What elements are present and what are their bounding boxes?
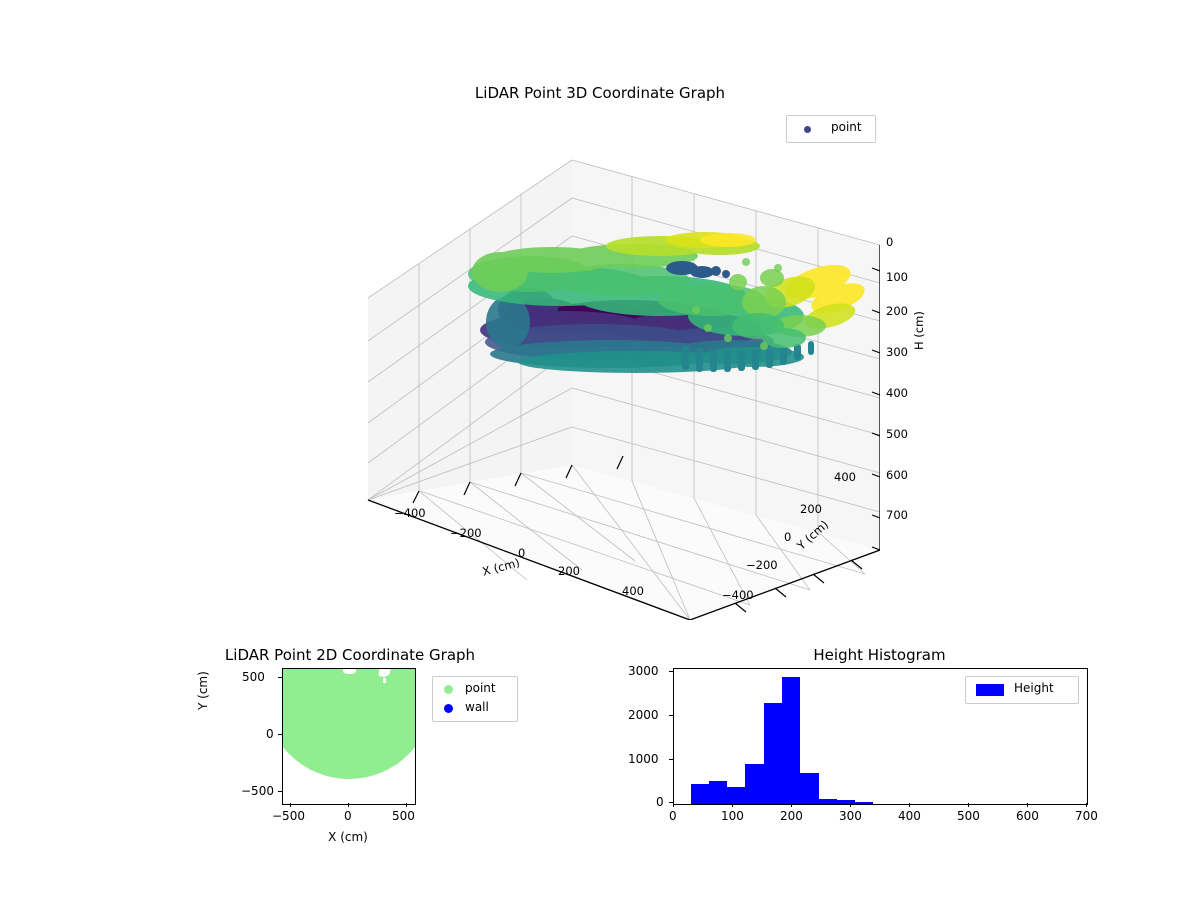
legend-label-point: point bbox=[831, 120, 862, 134]
z-tick-label: 200 bbox=[886, 304, 908, 318]
chart-2d-axes[interactable] bbox=[282, 668, 416, 805]
histogram-bar bbox=[727, 787, 746, 804]
histogram-bar bbox=[690, 783, 709, 804]
x-tick-label: 0 bbox=[518, 546, 526, 560]
x-tick-label: 500 bbox=[957, 809, 980, 823]
x-tick-mark bbox=[909, 803, 910, 807]
histogram-bar bbox=[855, 802, 874, 804]
histogram-bar bbox=[781, 676, 801, 804]
legend-2d[interactable]: point wall bbox=[432, 676, 518, 722]
y-tick-mark bbox=[278, 677, 282, 678]
x-tick-label: −200 bbox=[450, 526, 482, 540]
histogram-bar bbox=[763, 702, 782, 804]
x-tick-label: 0 bbox=[669, 809, 677, 823]
y-tick-mark bbox=[669, 671, 673, 672]
chart-3d-title: LiDAR Point 3D Coordinate Graph bbox=[474, 84, 726, 102]
chart-3d-canvas bbox=[367, 159, 880, 620]
chart-hist-title: Height Histogram bbox=[813, 646, 946, 664]
legend-label-height: Height bbox=[1014, 681, 1054, 695]
chart-hist-axes[interactable] bbox=[673, 668, 1088, 805]
x-tick-label: −500 bbox=[272, 809, 305, 823]
x-tick-label: 400 bbox=[898, 809, 921, 823]
y-tick-label: −500 bbox=[241, 784, 274, 798]
chart-2d-title: LiDAR Point 2D Coordinate Graph bbox=[224, 646, 476, 664]
z-tick-label: 700 bbox=[886, 508, 908, 522]
x-tick-mark bbox=[850, 803, 851, 807]
x-tick-label: 0 bbox=[344, 809, 352, 823]
x-tick-label: −400 bbox=[394, 506, 426, 520]
y-tick-mark bbox=[278, 734, 282, 735]
legend-swatch-height-icon bbox=[976, 684, 1004, 696]
z-tick-label: 400 bbox=[886, 386, 908, 400]
legend-label-wall: wall bbox=[465, 700, 489, 714]
x-tick-label: 200 bbox=[558, 564, 580, 578]
x-tick-mark bbox=[348, 803, 349, 807]
histogram-bar bbox=[708, 781, 728, 804]
y-tick-label: 1000 bbox=[628, 752, 659, 766]
y-tick-mark bbox=[669, 715, 673, 716]
y-axis-label: Y (cm) bbox=[196, 671, 210, 710]
legend-marker-point-icon bbox=[804, 126, 811, 133]
x-tick-mark bbox=[791, 803, 792, 807]
y-tick-label: 0 bbox=[266, 727, 274, 741]
z-axis-label: H (cm) bbox=[912, 311, 926, 350]
y-tick-label: 500 bbox=[242, 670, 265, 684]
legend-hist[interactable]: Height bbox=[965, 676, 1079, 704]
z-tick-label: 300 bbox=[886, 345, 908, 359]
y-tick-label: −400 bbox=[722, 588, 754, 602]
x-tick-label: 700 bbox=[1075, 809, 1098, 823]
y-tick-label: 0 bbox=[656, 795, 664, 809]
x-tick-mark bbox=[732, 803, 733, 807]
x-tick-mark bbox=[1027, 803, 1028, 807]
histogram-bar bbox=[745, 763, 764, 804]
point-cloud-2d bbox=[283, 669, 415, 779]
x-tick-label: 200 bbox=[780, 809, 803, 823]
x-axis-label: X (cm) bbox=[328, 830, 368, 844]
y-tick-label: 0 bbox=[784, 530, 792, 544]
z-tick-label: 600 bbox=[886, 468, 908, 482]
x-tick-label: 500 bbox=[392, 809, 415, 823]
histogram-bar bbox=[800, 772, 819, 804]
y-tick-mark bbox=[669, 759, 673, 760]
legend-3d[interactable]: point bbox=[786, 115, 876, 143]
y-tick-label: −200 bbox=[746, 558, 778, 572]
point-cloud-3d bbox=[468, 232, 865, 373]
y-tick-mark bbox=[669, 802, 673, 803]
x-tick-label: 400 bbox=[622, 584, 644, 598]
x-tick-mark bbox=[290, 803, 291, 807]
y-tick-label: 2000 bbox=[628, 708, 659, 722]
y-tick-label: 200 bbox=[800, 502, 822, 516]
x-tick-label: 300 bbox=[839, 809, 862, 823]
chart-3d-axes[interactable]: −400 −200 0 200 400 X (cm) −400 −200 0 2… bbox=[360, 150, 926, 620]
y-tick-mark bbox=[278, 791, 282, 792]
z-tick-label: 0 bbox=[886, 235, 894, 249]
y-tick-label: 3000 bbox=[628, 664, 659, 678]
x-tick-mark bbox=[1086, 803, 1087, 807]
x-tick-mark bbox=[968, 803, 969, 807]
x-tick-label: 600 bbox=[1016, 809, 1039, 823]
z-tick-label: 500 bbox=[886, 427, 908, 441]
z-tick-label: 100 bbox=[886, 270, 908, 284]
x-tick-mark bbox=[673, 803, 674, 807]
point-cloud-gap bbox=[383, 678, 386, 683]
x-tick-label: 100 bbox=[721, 809, 744, 823]
x-tick-mark bbox=[406, 803, 407, 807]
y-tick-label: 400 bbox=[834, 470, 856, 484]
legend-marker-wall-icon bbox=[444, 704, 453, 713]
histogram-bar bbox=[818, 798, 837, 804]
histogram-bar bbox=[836, 799, 856, 804]
legend-marker-point-icon bbox=[444, 685, 453, 694]
point-cloud-gap bbox=[343, 669, 356, 674]
legend-label-point: point bbox=[465, 681, 496, 695]
